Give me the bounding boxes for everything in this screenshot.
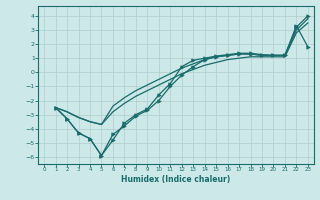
- X-axis label: Humidex (Indice chaleur): Humidex (Indice chaleur): [121, 175, 231, 184]
